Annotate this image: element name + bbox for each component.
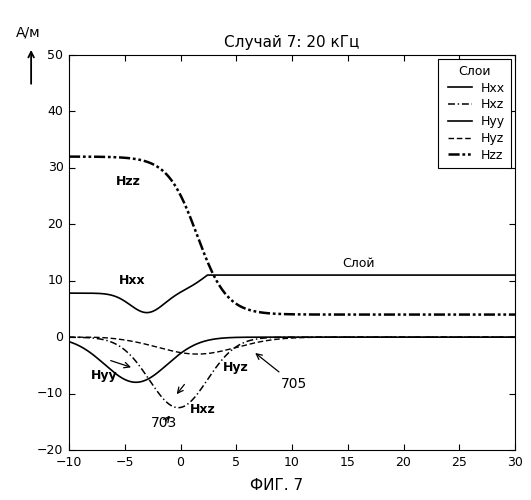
Text: ФИГ. 7: ФИГ. 7 xyxy=(250,478,303,493)
Text: 703: 703 xyxy=(151,416,177,430)
Text: Hyy: Hyy xyxy=(91,370,118,382)
Text: 705: 705 xyxy=(256,354,307,391)
Text: Слой: Слой xyxy=(342,256,375,270)
Title: Случай 7: 20 кГц: Случай 7: 20 кГц xyxy=(225,34,359,50)
Text: Hxx: Hxx xyxy=(119,274,146,286)
Text: Hzz: Hzz xyxy=(116,175,141,188)
Text: Hxz: Hxz xyxy=(190,404,215,416)
Text: А/м: А/м xyxy=(15,25,40,39)
Text: Hyz: Hyz xyxy=(223,361,249,374)
Legend: Hxx, Hxz, Hyy, Hyz, Hzz: Hxx, Hxz, Hyy, Hyz, Hzz xyxy=(439,58,511,168)
